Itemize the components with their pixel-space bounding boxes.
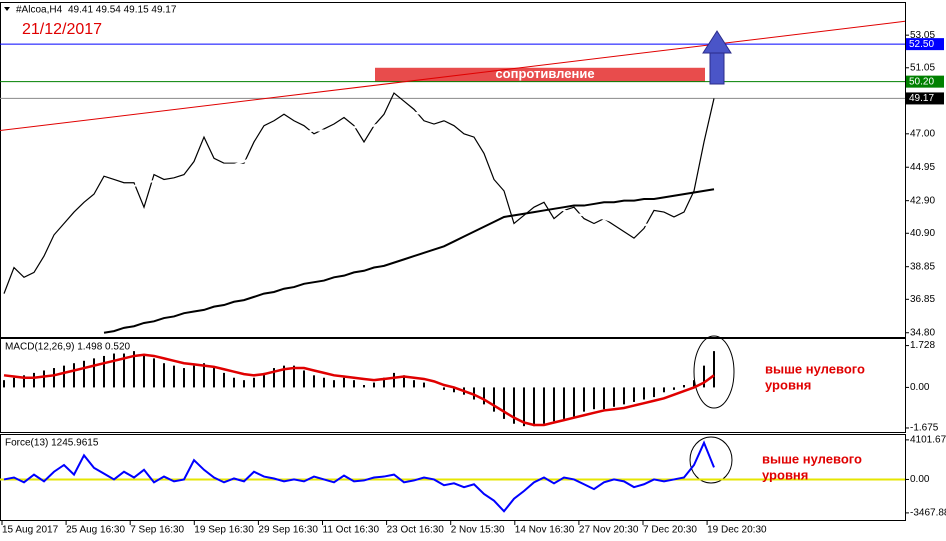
- x-tick-label: 7 Sep 16:30: [130, 525, 184, 536]
- price-panel-frame: [0, 2, 906, 338]
- zone-label: сопротивление: [495, 66, 594, 81]
- y-tick-label: -1.675: [910, 423, 939, 434]
- x-tick-label: 19 Sep 16:30: [194, 525, 254, 536]
- annotation: выше нулевого: [765, 361, 865, 376]
- x-tick-label: 27 Nov 20:30: [579, 525, 639, 536]
- force-panel-frame: [0, 434, 906, 521]
- arrow-shaft: [709, 51, 725, 85]
- macd-panel-frame: [0, 338, 906, 433]
- signal-line: [3, 353, 715, 427]
- x-tick-label: 14 Nov 16:30: [515, 525, 575, 536]
- annotation: уровня: [762, 467, 808, 482]
- x-tick-label: 15 Aug 2017: [2, 525, 59, 536]
- x-tick-label: 2 Nov 15:30: [451, 525, 505, 536]
- x-tick-label: 7 Dec 20:30: [643, 525, 697, 536]
- y-tick-label: 42.90: [910, 195, 935, 206]
- x-tick-label: 25 Aug 16:30: [66, 525, 125, 536]
- price-tag: [906, 92, 944, 105]
- price-line: [3, 92, 715, 294]
- force-line: [3, 440, 715, 513]
- y-tick-label: -3467.88: [910, 508, 946, 519]
- price-tag-label: 50.20: [909, 76, 934, 87]
- price-line: [43, 111, 715, 290]
- y-tick-label: 44.95: [910, 162, 935, 173]
- price-tag: [906, 38, 944, 51]
- y-tick-label: 4101.670: [910, 435, 946, 446]
- highlight-ellipse: [693, 335, 735, 409]
- y-tick-label: 40.90: [910, 228, 935, 239]
- x-tick-label: 29 Sep 16:30: [258, 525, 318, 536]
- symbol: #Alcoa,H4: [16, 5, 63, 16]
- y-tick-label: 38.85: [910, 261, 935, 272]
- y-tick-label: 34.80: [910, 327, 935, 338]
- annotation: выше нулевого: [762, 451, 862, 466]
- price-tag: [906, 75, 944, 88]
- y-tick-label: 53.05: [910, 30, 935, 41]
- y-tick-label: 0.00: [910, 382, 930, 393]
- price-line: [103, 188, 715, 334]
- y-tick-label: 51.05: [910, 62, 935, 73]
- trend-line: [0, 20, 906, 132]
- annotation: уровня: [765, 377, 811, 392]
- ohlc: 49.41 49.54 49.15 49.17: [68, 5, 177, 16]
- x-tick-label: 23 Oct 16:30: [387, 525, 445, 536]
- x-tick-label: 19 Dec 20:30: [707, 525, 767, 536]
- panel-title: Force(13) 1245.9615: [5, 438, 99, 449]
- y-tick-label: 0.00: [910, 474, 930, 485]
- resistance-zone: [375, 67, 705, 82]
- y-tick-label: 47.00: [910, 128, 935, 139]
- y-tick-label: 1.728: [910, 340, 935, 351]
- y-tick-label: 36.85: [910, 294, 935, 305]
- x-tick-label: 11 Oct 16:30: [323, 525, 380, 536]
- menu-triangle: [4, 7, 10, 11]
- date-label: 21/12/2017: [22, 21, 102, 38]
- highlight-ellipse: [689, 436, 733, 484]
- price-tag-label: 52.50: [909, 39, 934, 50]
- price-tag-label: 49.17: [909, 93, 934, 104]
- arrow-head: [702, 30, 732, 54]
- panel-title: MACD(12,26,9) 1.498 0.520: [5, 342, 131, 353]
